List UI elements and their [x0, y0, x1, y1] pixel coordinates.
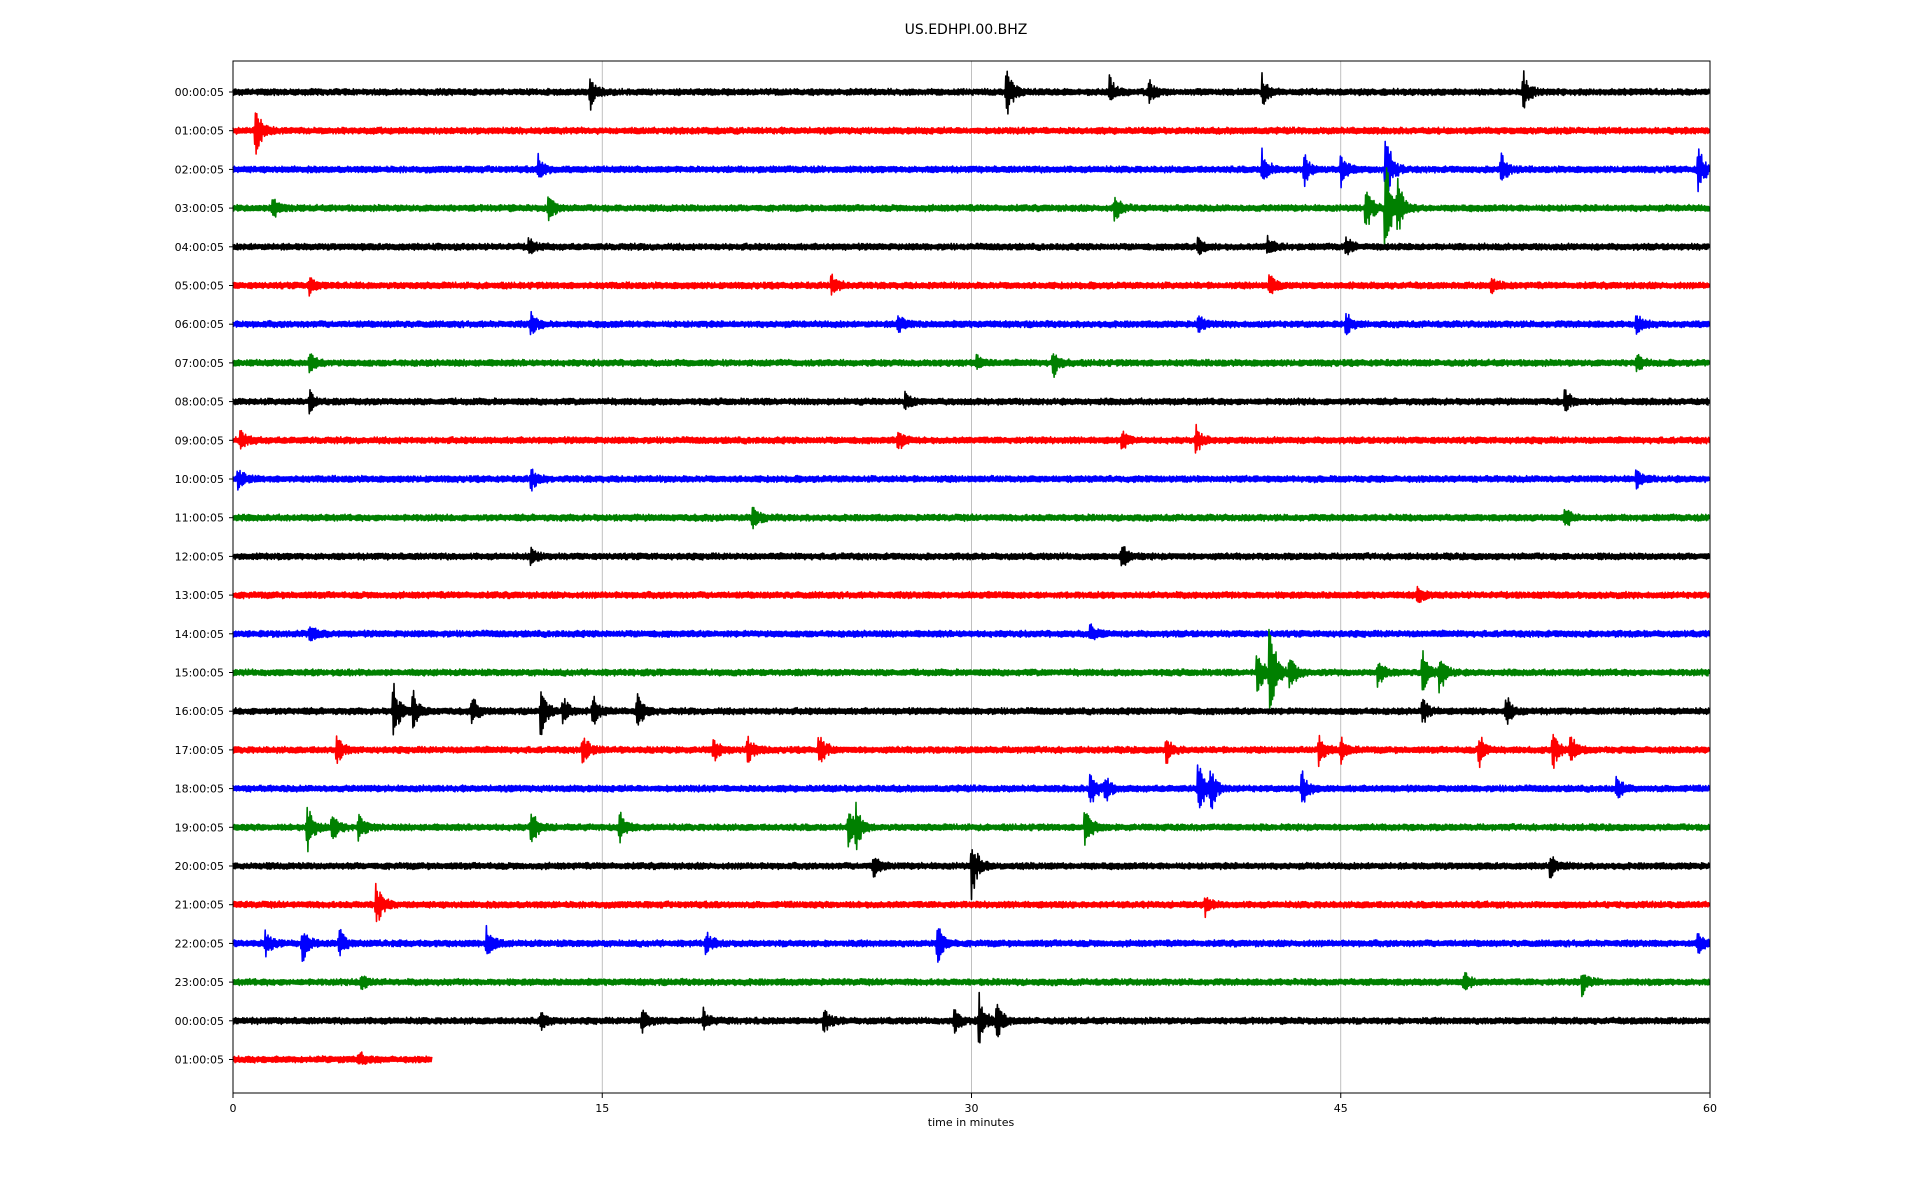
row-time-label: 15:00:05 [175, 667, 224, 680]
row-time-label: 12:00:05 [175, 550, 224, 563]
row-time-label: 14:00:05 [175, 628, 224, 641]
row-time-label: 09:00:05 [175, 434, 224, 447]
trace-line [232, 849, 1711, 901]
row-time-label: 10:00:05 [175, 473, 224, 486]
grid-lines [601, 61, 1342, 1093]
trace-line [232, 623, 1711, 642]
row-time-label: 00:00:05 [175, 86, 224, 99]
row-labels: 00:00:05 01:00:05 02:00:05 03:00:05 04:00:05… [175, 86, 233, 1067]
row-time-label: 20:00:05 [175, 860, 224, 873]
trace-line [232, 70, 1711, 115]
trace-line [232, 468, 1711, 492]
trace-line [232, 924, 1711, 963]
row-time-label: 02:00:05 [175, 163, 224, 176]
row-time-label: 13:00:05 [175, 589, 224, 602]
trace-line [232, 310, 1711, 336]
x-tick-label: 45 [1334, 1102, 1348, 1115]
trace-line [232, 167, 1711, 247]
trace-line [232, 546, 1711, 567]
trace-line [232, 353, 1711, 378]
row-time-label: 18:00:05 [175, 783, 224, 796]
row-time-label: 00:00:05 [175, 1015, 224, 1028]
trace-line [232, 733, 1711, 769]
row-time-label: 11:00:05 [175, 512, 224, 525]
row-time-label: 04:00:05 [175, 241, 224, 254]
row-time-label: 06:00:05 [175, 318, 224, 331]
trace-line [232, 1051, 433, 1065]
row-time-label: 21:00:05 [175, 899, 224, 912]
trace-line [232, 991, 1711, 1044]
x-axis: 0 15 30 45 60 [230, 1093, 1717, 1115]
trace-line [232, 389, 1711, 415]
row-time-label: 03:00:05 [175, 202, 224, 215]
row-time-label: 19:00:05 [175, 821, 224, 834]
trace-line [232, 971, 1711, 998]
trace-line [232, 801, 1711, 853]
trace-line [232, 628, 1711, 712]
x-axis-label: time in minutes [928, 1116, 1015, 1129]
trace-line [232, 112, 1711, 155]
trace-line [232, 682, 1711, 736]
x-tick-label: 0 [230, 1102, 237, 1115]
row-time-label: 01:00:05 [175, 1054, 224, 1067]
trace-line [232, 140, 1711, 195]
trace-line [232, 506, 1711, 530]
row-time-label: 16:00:05 [175, 705, 224, 718]
row-time-label: 17:00:05 [175, 744, 224, 757]
row-time-label: 22:00:05 [175, 937, 224, 950]
chart-title: US.EDHPI.00.BHZ [905, 22, 1028, 38]
trace-line [232, 882, 1711, 923]
row-time-label: 05:00:05 [175, 280, 224, 293]
x-tick-label: 60 [1703, 1102, 1717, 1115]
trace-line [232, 585, 1711, 604]
trace-line [232, 764, 1711, 810]
trace-line [232, 273, 1711, 297]
x-tick-label: 15 [595, 1102, 609, 1115]
row-time-label: 23:00:05 [175, 976, 224, 989]
traces [232, 70, 1711, 1065]
row-time-label: 01:00:05 [175, 125, 224, 138]
row-time-label: 07:00:05 [175, 357, 224, 370]
row-time-label: 08:00:05 [175, 396, 224, 409]
trace-line [232, 234, 1711, 256]
trace-line [232, 423, 1711, 454]
x-tick-label: 30 [965, 1102, 979, 1115]
